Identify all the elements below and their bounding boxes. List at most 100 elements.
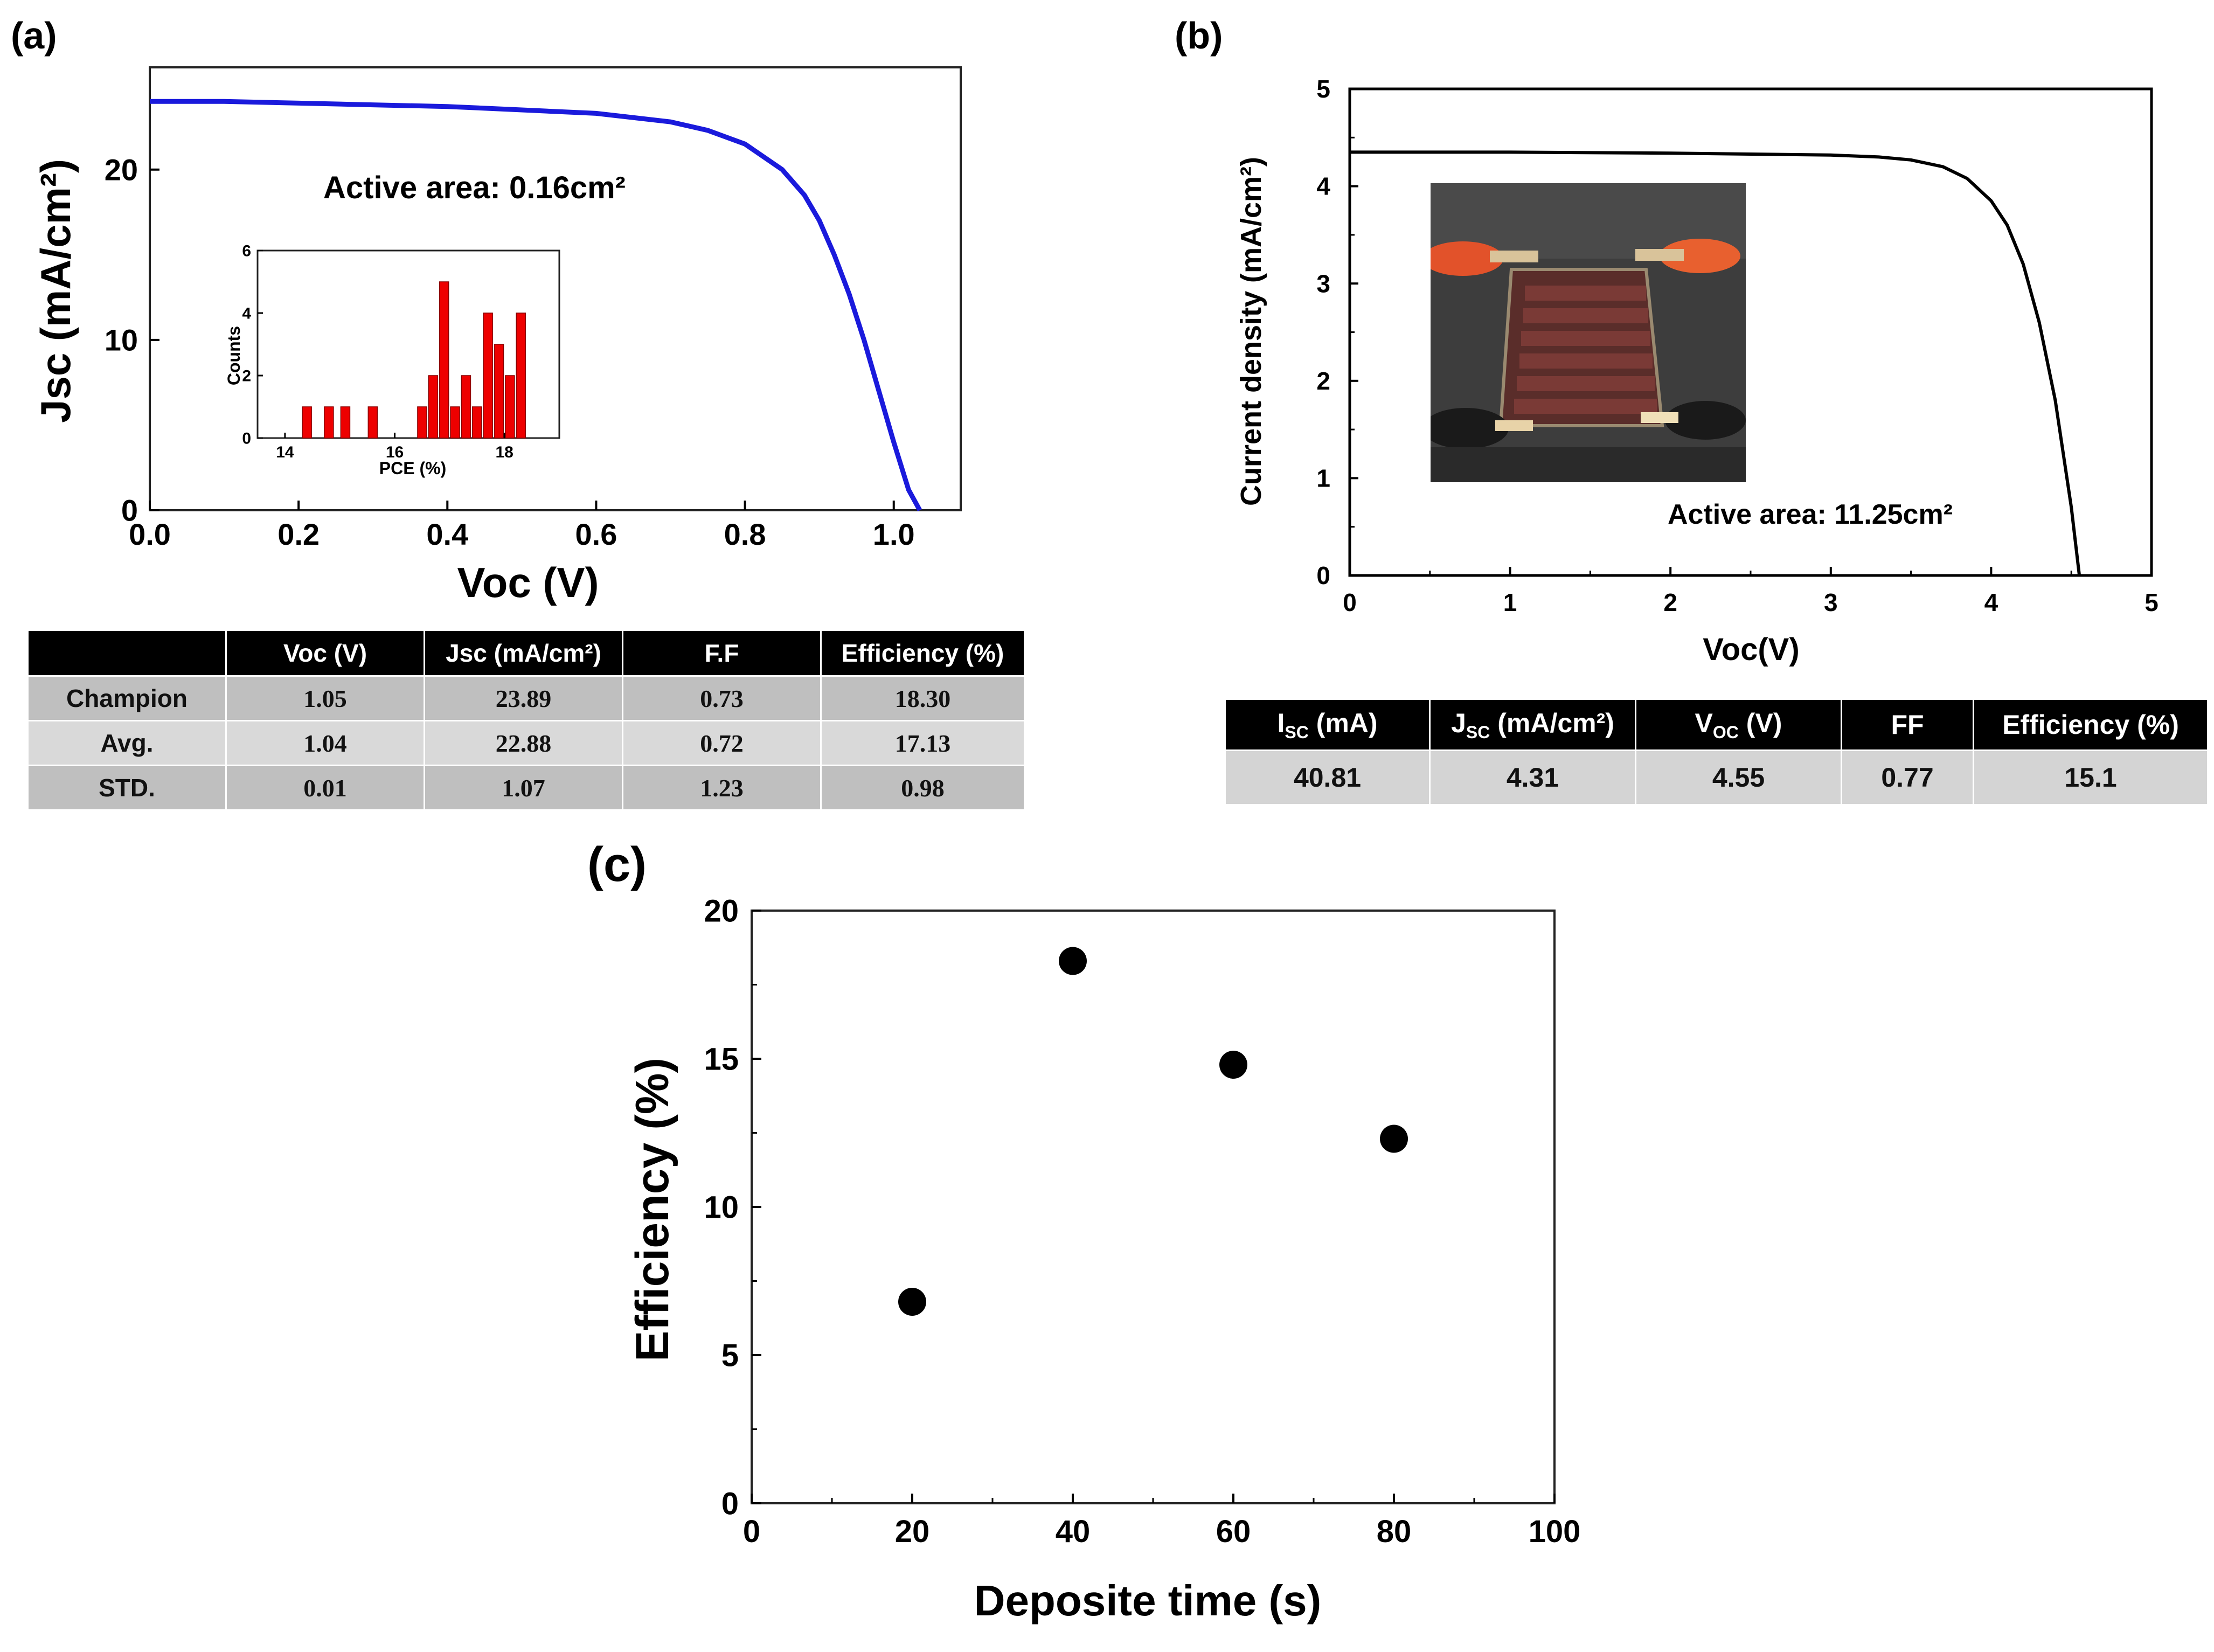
y-tick-label: 0 — [1316, 561, 1330, 589]
chart-a-xlabel: Voc (V) — [457, 559, 599, 606]
table-b: ISC (mA) JSC (mA/cm²) VOC (V) FF Efficie… — [1224, 698, 2209, 806]
table-cell: 1.05 — [225, 675, 425, 721]
table-b-header-jsc: JSC (mA/cm²) — [1429, 698, 1636, 751]
chart-a-annotation: Active area: 0.16cm² — [323, 170, 626, 205]
table-a-header-row: Voc (V) Jsc (mA/cm²) F.F Efficiency (%) — [27, 629, 1025, 677]
histogram-bar — [494, 344, 504, 439]
y-tick-label: 1 — [1316, 464, 1330, 492]
chart-c-ylabel: Efficiency (%) — [627, 1058, 678, 1362]
x-tick-label: 0.4 — [426, 517, 468, 551]
y-tick-label: 15 — [704, 1042, 739, 1077]
x-tick-label: 0.0 — [129, 517, 171, 551]
table-b-header-row: ISC (mA) JSC (mA/cm²) VOC (V) FF Efficie… — [1224, 698, 2209, 751]
y-tick-label: 0 — [721, 1486, 739, 1521]
chart-b-annotation: Active area: 11.25cm² — [1668, 499, 1953, 530]
solar-module-icon — [1431, 183, 1746, 482]
x-tick-label: 60 — [1216, 1514, 1251, 1549]
x-tick-label: 0 — [1343, 588, 1357, 616]
table-row: Avg. 1.04 22.88 0.72 17.13 — [27, 720, 1025, 766]
table-cell: 0.98 — [820, 765, 1025, 811]
table-cell: 0.73 — [622, 675, 822, 721]
table-b-header-ff: FF — [1841, 698, 1974, 751]
y-tick-label: 5 — [721, 1338, 739, 1373]
table-b-header-efficiency: Efficiency (%) — [1973, 698, 2209, 751]
panel-label-a: (a) — [11, 15, 57, 57]
histogram-bar — [302, 406, 312, 439]
scatter-point — [898, 1288, 926, 1316]
y-tick-label: 0 — [121, 494, 138, 527]
table-cell: 17.13 — [820, 720, 1025, 766]
chart-a: 0.0 0.2 0.4 0.6 0.8 1.0 0 10 20 Active area: 0.1… — [32, 66, 962, 606]
histogram-bar — [439, 281, 449, 439]
table-cell: 0.01 — [225, 765, 425, 811]
table-cell: 1.04 — [225, 720, 425, 766]
table-cell: 1.07 — [424, 765, 623, 811]
x-tick-label: 14 — [276, 443, 294, 461]
y-tick-label: 2 — [1316, 367, 1330, 395]
table-cell: 1.23 — [622, 765, 822, 811]
x-tick-label: 0 — [743, 1514, 760, 1549]
x-tick-label: 18 — [495, 443, 513, 461]
table-a-header-cell: Voc (V) — [225, 629, 425, 677]
x-tick-label: 4 — [1984, 588, 1998, 616]
x-tick-label: 0.6 — [575, 517, 617, 551]
row-label: STD. — [27, 765, 227, 811]
panel-label-b: (b) — [1175, 15, 1223, 57]
y-tick-label: 10 — [704, 1190, 739, 1225]
histogram-bar — [505, 375, 515, 439]
x-tick-label: 3 — [1824, 588, 1838, 616]
table-row: 40.81 4.31 4.55 0.77 15.1 — [1224, 749, 2209, 806]
table-cell: 40.81 — [1224, 749, 1431, 806]
table-cell: 23.89 — [424, 675, 623, 721]
table-cell: 15.1 — [1973, 749, 2209, 806]
x-tick-label: 100 — [1529, 1514, 1581, 1549]
histogram-bar — [516, 313, 526, 439]
chart-b-xlabel: Voc(V) — [1703, 632, 1799, 667]
table-a-header-cell: Jsc (mA/cm²) — [424, 629, 623, 677]
histogram-bar — [461, 375, 471, 439]
y-tick-label: 3 — [1316, 269, 1330, 297]
scatter-point — [1380, 1125, 1408, 1153]
table-cell: 0.77 — [1841, 749, 1974, 806]
chart-a-ylabel: Jsc (mA/cm²) — [32, 159, 79, 423]
scatter-point — [1059, 947, 1087, 975]
x-tick-label: 5 — [2144, 588, 2159, 616]
y-tick-label: 2 — [242, 367, 251, 385]
chart-b-series-line — [1350, 150, 2081, 576]
table-row: Champion 1.05 23.89 0.73 18.30 — [27, 675, 1025, 721]
x-tick-label: 0.2 — [277, 517, 320, 551]
histogram-bar — [417, 406, 427, 439]
table-cell: 4.55 — [1635, 749, 1842, 806]
y-tick-label: 20 — [105, 152, 138, 186]
inset-xlabel: PCE (%) — [379, 459, 446, 478]
table-a: Voc (V) Jsc (mA/cm²) F.F Efficiency (%) … — [27, 629, 1025, 811]
y-tick-label: 10 — [105, 323, 138, 357]
x-tick-label: 2 — [1663, 588, 1677, 616]
y-tick-label: 5 — [1316, 75, 1330, 103]
chart-c-frame — [751, 910, 1556, 1504]
y-tick-label: 6 — [242, 242, 251, 260]
table-cell: 0.72 — [622, 720, 822, 766]
table-cell: 4.31 — [1429, 749, 1636, 806]
histogram-bar — [340, 406, 351, 439]
y-tick-label: 4 — [1316, 172, 1330, 200]
table-b-header-isc: ISC (mA) — [1224, 698, 1431, 751]
x-tick-label: 1 — [1503, 588, 1517, 616]
chart-a-series-line — [150, 99, 922, 512]
x-tick-label: 40 — [1056, 1514, 1091, 1549]
row-label: Avg. — [27, 720, 227, 766]
scatter-point — [1219, 1051, 1247, 1079]
x-tick-label: 20 — [895, 1514, 930, 1549]
table-a-header-cell — [27, 629, 227, 677]
x-tick-label: 1.0 — [873, 517, 915, 551]
x-tick-label: 0.8 — [724, 517, 766, 551]
solar-module-photo — [1431, 183, 1746, 482]
table-b-header-voc: VOC (V) — [1635, 698, 1842, 751]
histogram-bar — [324, 406, 334, 439]
y-tick-label: 4 — [242, 305, 251, 323]
y-tick-label: 20 — [704, 893, 739, 928]
table-a-header-cell: F.F — [622, 629, 822, 677]
row-label: Champion — [27, 675, 227, 721]
histogram-bar — [450, 406, 460, 439]
